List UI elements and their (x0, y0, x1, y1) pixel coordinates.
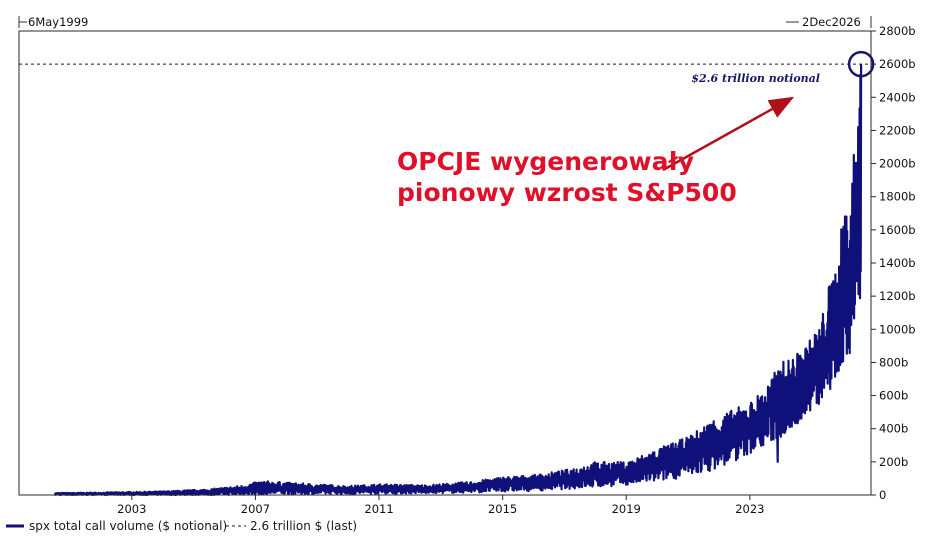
series-line-call-volume (53, 64, 863, 497)
legend: spx total call volume ($ notional) 2.6 tr… (6, 519, 357, 533)
x-tick-label: 2007 (241, 502, 270, 516)
x-tick-label: 2011 (364, 502, 393, 516)
y-tick-label: 2800b (879, 24, 916, 38)
y-tick-label: 1800b (879, 190, 916, 204)
x-tick-label: 2019 (612, 502, 641, 516)
callout-arrow (662, 96, 795, 172)
y-tick-label: 0 (879, 488, 886, 502)
legend-reference-label: 2.6 trillion $ (last) (250, 519, 357, 533)
y-tick-label: 2000b (879, 157, 916, 171)
range-end-label: 2Dec2026 (802, 15, 861, 29)
y-tick-label: 1000b (879, 322, 916, 336)
y-tick-label: 1400b (879, 256, 916, 270)
callout-line-1: OPCJE wygenerowały (397, 147, 694, 176)
y-tick-label: 2600b (879, 57, 916, 71)
range-start-label: 6May1999 (28, 15, 88, 29)
x-tick-label: 2023 (735, 502, 764, 516)
y-tick-label: 1600b (879, 223, 916, 237)
plot-area (19, 63, 871, 497)
y-tick-label: 200b (879, 455, 908, 469)
y-tick-label: 400b (879, 422, 908, 436)
y-tick-label: 2400b (879, 90, 916, 104)
y-tick-label: 600b (879, 389, 908, 403)
y-tick-label: 1200b (879, 289, 916, 303)
annotations: $2.6 trillion notional OPCJE wygenerowały… (397, 50, 875, 207)
x-tick-label: 2003 (117, 502, 146, 516)
last-value-circle (847, 50, 875, 78)
note-2-6-trillion: $2.6 trillion notional (691, 72, 820, 85)
x-tick-label: 2015 (488, 502, 517, 516)
axes: 6May1999 2Dec2026 0 200b 400b 600b 800b 1000b 12… (18, 15, 916, 516)
legend-series-label: spx total call volume ($ notional) (29, 519, 227, 533)
y-tick-label: 2200b (879, 123, 916, 137)
y-tick-label: 800b (879, 355, 908, 369)
callout-line-2: pionowy wzrost S&P500 (397, 178, 737, 207)
